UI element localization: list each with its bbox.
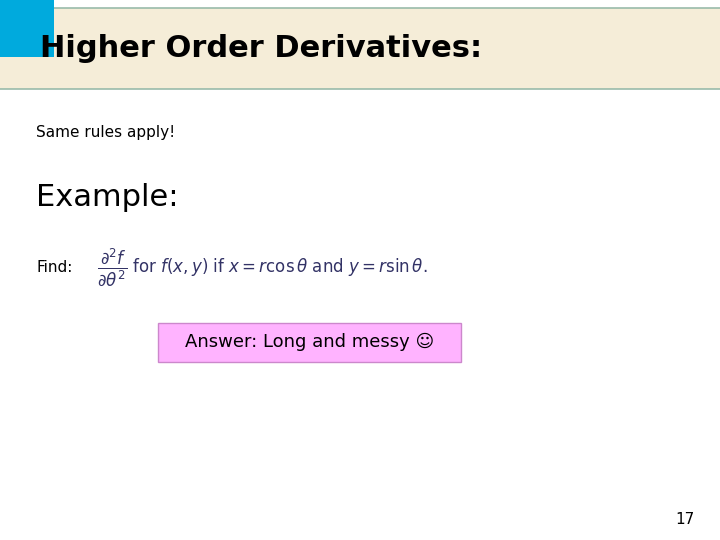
Text: Answer: Long and messy ☺: Answer: Long and messy ☺ [185, 333, 434, 352]
Text: Example:: Example: [36, 183, 179, 212]
Bar [158, 323, 461, 362]
Text: $\dfrac{\partial^2 f}{\partial \theta^2}$ for $f(x,y)$ if $x = r\cos\theta$ and : $\dfrac{\partial^2 f}{\partial \theta^2}… [97, 247, 428, 288]
Bar [0, 0, 54, 57]
Bar [0, 8, 720, 89]
Text: 17: 17 [675, 511, 695, 526]
Text: Higher Order Derivatives:: Higher Order Derivatives: [40, 34, 482, 63]
Text: Same rules apply!: Same rules apply! [36, 125, 175, 140]
Text: Find:: Find: [36, 260, 73, 275]
